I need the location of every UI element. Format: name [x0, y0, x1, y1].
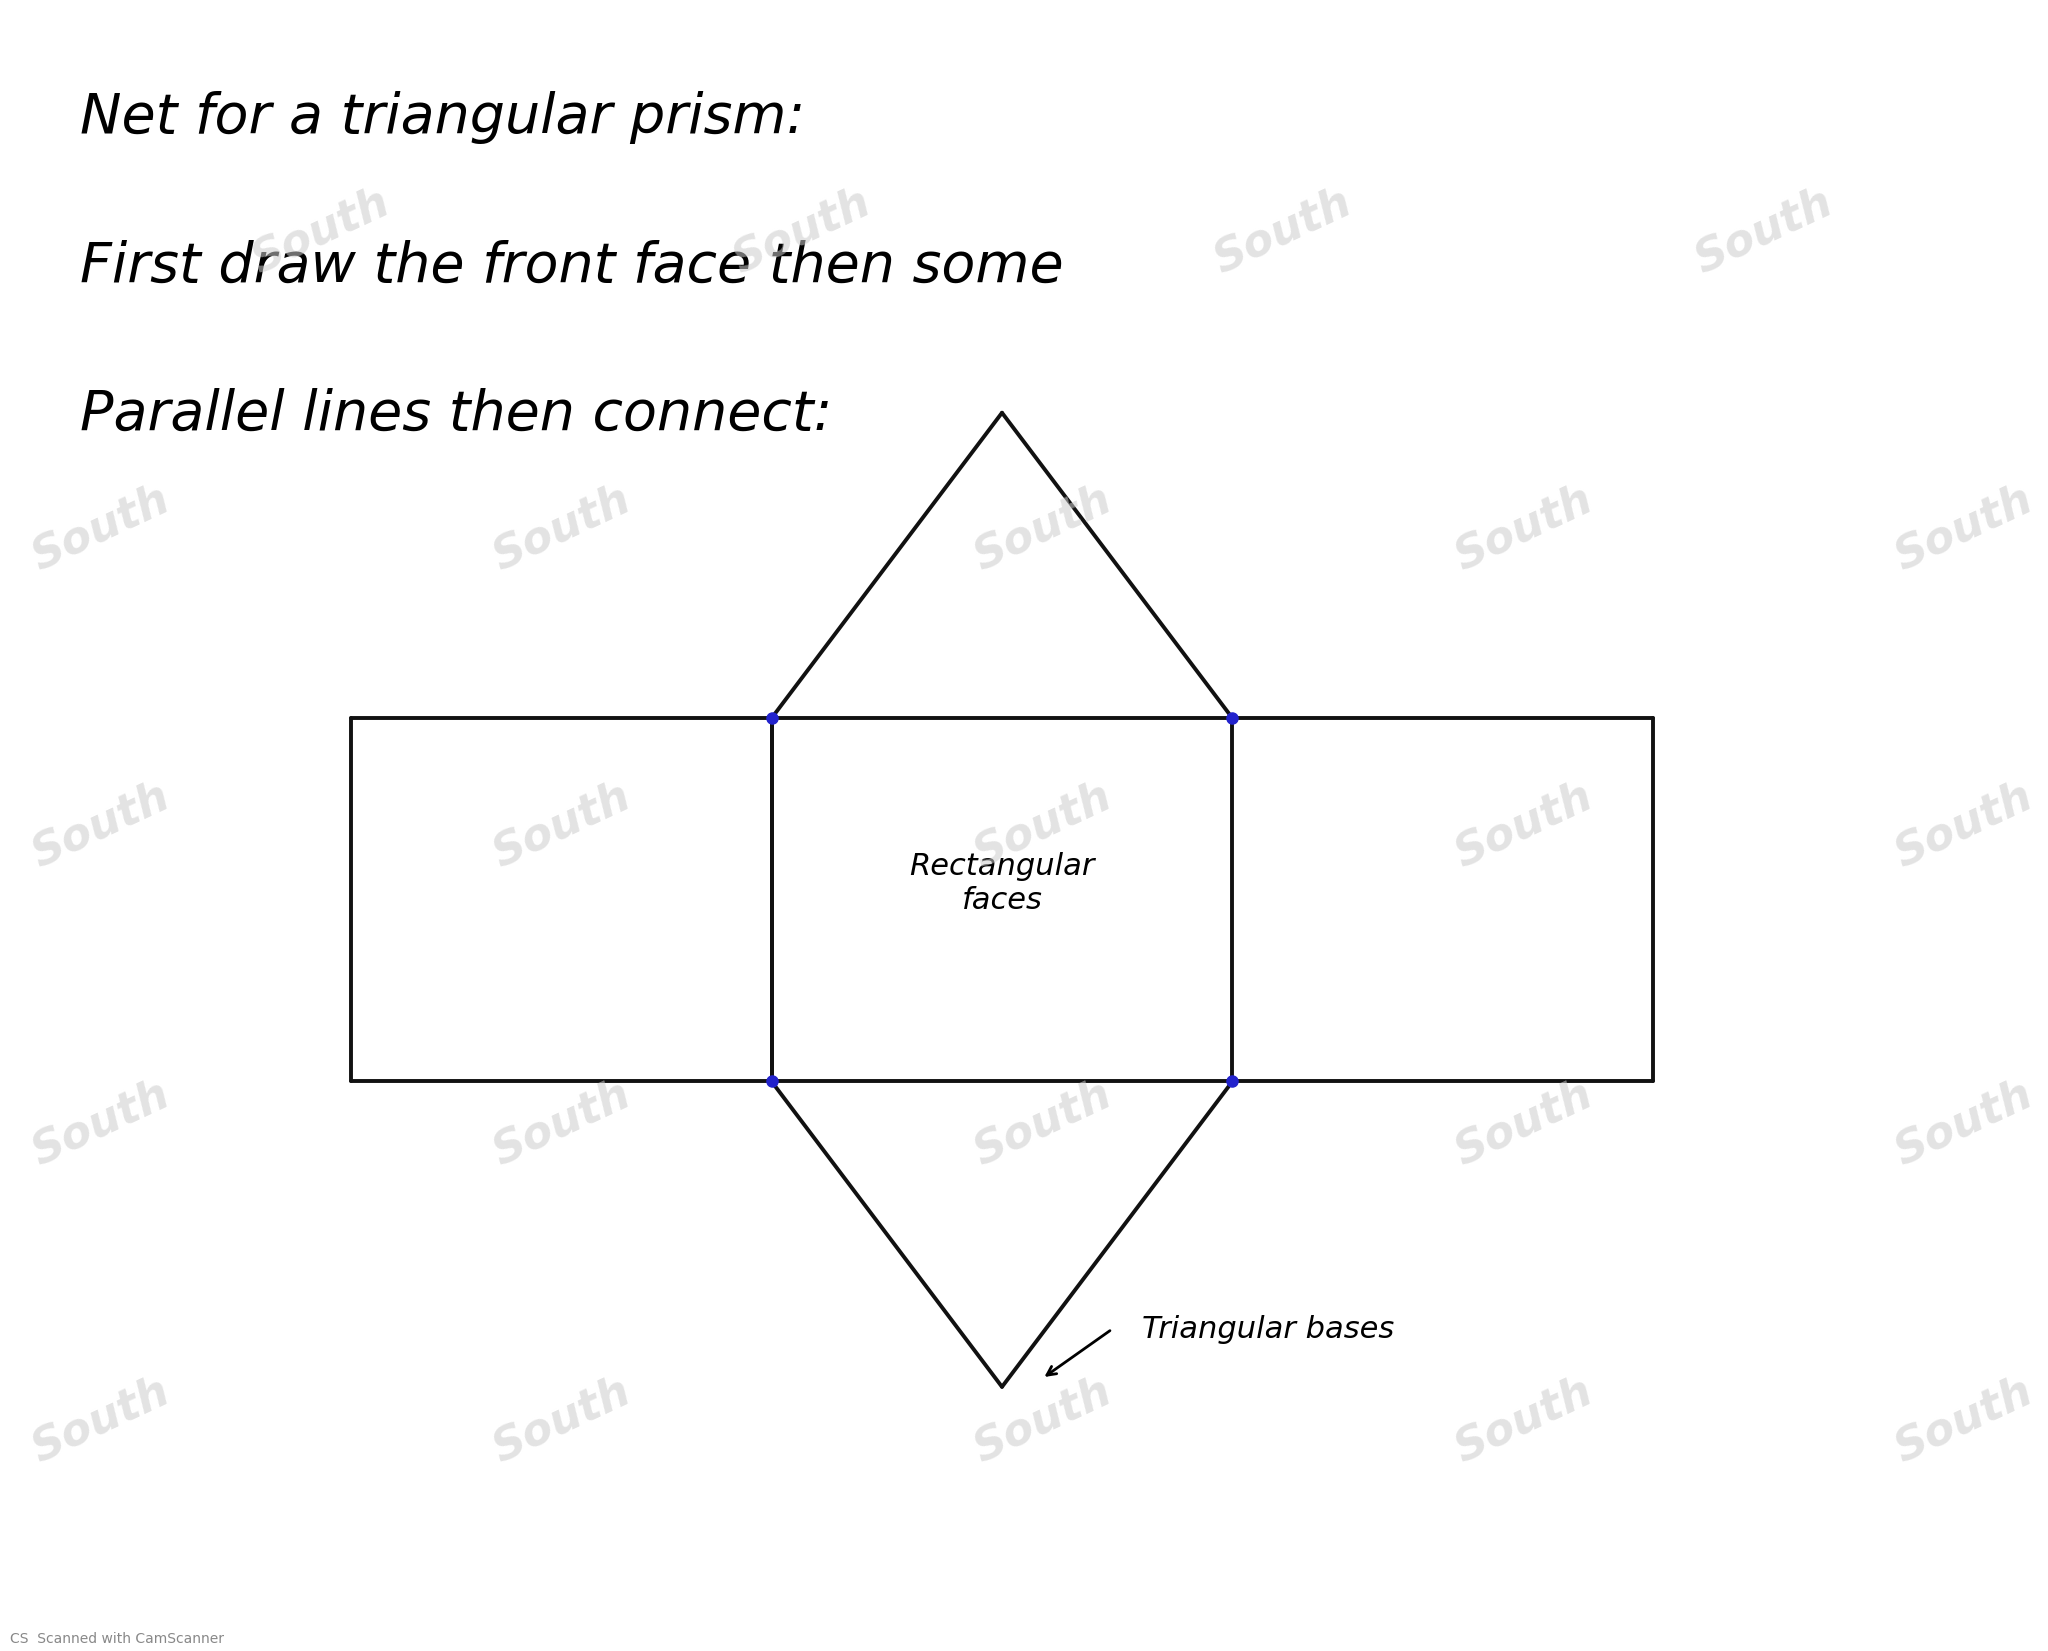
Text: First draw the front face then some: First draw the front face then some — [80, 239, 1063, 292]
Text: South: South — [1888, 1071, 2040, 1174]
Text: South: South — [1448, 1369, 1599, 1471]
Text: South: South — [485, 1369, 637, 1471]
Text: South: South — [1888, 1369, 2040, 1471]
Text: South: South — [1448, 1071, 1599, 1174]
Text: South: South — [1888, 477, 2040, 580]
Text: South: South — [485, 477, 637, 580]
Text: South: South — [485, 774, 637, 877]
Text: South: South — [25, 477, 176, 580]
Text: South: South — [1448, 774, 1599, 877]
Text: South: South — [1688, 180, 1839, 282]
Text: South: South — [1448, 477, 1599, 580]
Text: South: South — [967, 477, 1118, 580]
Text: South: South — [1206, 180, 1358, 282]
Text: Triangular bases: Triangular bases — [1143, 1314, 1395, 1344]
Text: Net for a triangular prism:: Net for a triangular prism: — [80, 91, 805, 144]
Text: Rectangular
faces: Rectangular faces — [909, 852, 1096, 915]
Text: South: South — [967, 1071, 1118, 1174]
Text: South: South — [1888, 774, 2040, 877]
Text: Parallel lines then connect:: Parallel lines then connect: — [80, 388, 834, 441]
Text: South: South — [25, 1369, 176, 1471]
Text: South: South — [967, 1369, 1118, 1471]
Text: CS  Scanned with CamScanner: CS Scanned with CamScanner — [10, 1633, 223, 1646]
Text: South: South — [967, 774, 1118, 877]
Text: South: South — [246, 180, 397, 282]
Text: South: South — [25, 774, 176, 877]
Text: South: South — [725, 180, 877, 282]
Text: South: South — [485, 1071, 637, 1174]
Text: South: South — [25, 1071, 176, 1174]
